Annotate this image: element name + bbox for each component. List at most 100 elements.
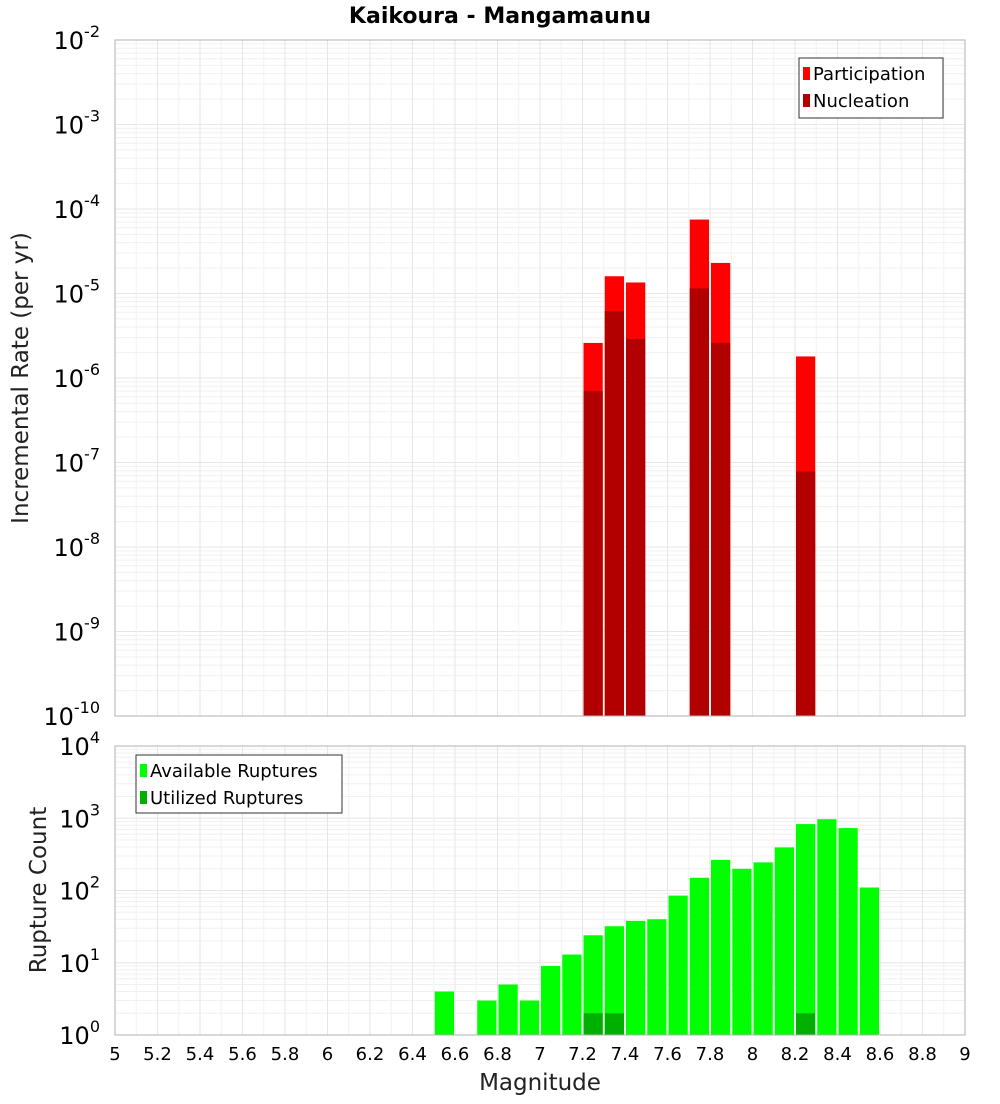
x-tick-label: 5.4 [186, 1044, 215, 1065]
count-bar-available-ruptures [604, 926, 624, 1035]
y-tick-base: 10 [43, 703, 74, 731]
y-tick-exponent: -7 [84, 445, 100, 464]
x-tick-label: 6 [322, 1044, 333, 1065]
rate-bar-nucleation [796, 471, 816, 716]
y-tick-exponent: 0 [90, 1017, 100, 1036]
y-tick-exponent: -9 [84, 614, 100, 633]
rate-bar-nucleation [626, 338, 646, 716]
legend-entry: Utilized Ruptures [150, 788, 303, 809]
x-tick-label: 8.8 [908, 1044, 937, 1065]
y-tick-label: 10-6 [54, 360, 101, 393]
y-tick-base: 10 [54, 281, 85, 309]
x-tick-label: 7.2 [568, 1044, 597, 1065]
count-bar-available-ruptures [689, 877, 709, 1035]
count-bar-available-ruptures [562, 954, 582, 1035]
legend-swatch [803, 67, 810, 80]
count-bar-utilized-ruptures [583, 1013, 603, 1035]
y-tick-exponent: -4 [84, 191, 100, 210]
y-tick-base: 10 [54, 27, 85, 55]
count-bar-available-ruptures [753, 862, 773, 1035]
y-tick-base: 10 [59, 950, 90, 978]
y-tick-base: 10 [59, 805, 90, 833]
plot-frame [114, 745, 966, 1036]
y-tick-label: 100 [59, 1017, 100, 1050]
legend-entry: Nucleation [813, 91, 909, 112]
x-tick-label: 8 [747, 1044, 758, 1065]
y-tick-exponent: -2 [84, 22, 100, 41]
y-tick-exponent: -6 [84, 360, 100, 379]
rate-bar-nucleation [604, 311, 624, 716]
x-tick-label: 9 [959, 1044, 970, 1065]
y-tick-label: 10-5 [54, 276, 101, 309]
y-tick-exponent: 4 [90, 728, 100, 747]
x-tick-label: 5.6 [228, 1044, 257, 1065]
y-tick-label: 104 [59, 728, 100, 761]
y-tick-base: 10 [54, 534, 85, 562]
legend-entry: Participation [813, 64, 925, 85]
count-bar-available-ruptures [732, 868, 752, 1035]
count-bar-available-ruptures [477, 1000, 497, 1035]
count-bar-available-ruptures [711, 859, 731, 1035]
y-tick-base: 10 [59, 878, 90, 906]
y-tick-base: 10 [59, 1022, 90, 1050]
x-tick-label: 6.8 [483, 1044, 512, 1065]
y-tick-exponent: 2 [90, 873, 100, 892]
count-bar-available-ruptures [838, 828, 858, 1035]
rate-bar-nucleation [689, 288, 709, 716]
x-tick-label: 6.6 [441, 1044, 470, 1065]
bottom-y-axis-label: Rupture Count [26, 807, 52, 973]
count-bar-available-ruptures [519, 1000, 539, 1035]
y-tick-label: 10-8 [54, 529, 101, 562]
y-tick-label: 10-3 [54, 107, 101, 140]
y-tick-label: 10-9 [54, 614, 101, 647]
legend-box [798, 57, 944, 119]
x-tick-label: 7.8 [696, 1044, 725, 1065]
count-bar-available-ruptures [668, 895, 688, 1035]
x-tick-label: 7 [534, 1044, 545, 1065]
y-tick-exponent: 1 [90, 945, 100, 964]
count-bar-available-ruptures [859, 887, 879, 1035]
y-tick-base: 10 [54, 619, 85, 647]
plot-frame [114, 39, 966, 717]
y-tick-label: 102 [59, 873, 100, 906]
x-tick-label: 8.4 [823, 1044, 852, 1065]
count-bar-utilized-ruptures [796, 1013, 816, 1035]
x-tick-label: 7.6 [653, 1044, 682, 1065]
legend-swatch [140, 764, 147, 777]
top-y-axis-label: Incremental Rate (per yr) [8, 232, 34, 524]
x-tick-label: 8.6 [866, 1044, 895, 1065]
x-tick-label: 5.8 [271, 1044, 300, 1065]
y-tick-exponent: -10 [74, 698, 100, 717]
y-tick-base: 10 [54, 365, 85, 393]
count-bar-available-ruptures [774, 847, 794, 1035]
count-bar-available-ruptures [626, 920, 646, 1035]
y-tick-label: 10-2 [54, 22, 101, 55]
legend-swatch [803, 94, 810, 107]
count-bar-available-ruptures [796, 824, 816, 1035]
x-axis-label: Magnitude [479, 1070, 601, 1096]
y-tick-label: 103 [59, 800, 100, 833]
x-tick-label: 6.4 [398, 1044, 427, 1065]
count-bar-available-ruptures [434, 991, 454, 1035]
rate-bar-nucleation [583, 391, 603, 716]
rate-bar-nucleation [711, 342, 731, 716]
legend-box [135, 754, 343, 814]
y-tick-label: 10-4 [54, 191, 101, 224]
count-bar-available-ruptures [647, 919, 667, 1035]
x-tick-label: 6.2 [356, 1044, 385, 1065]
y-tick-exponent: -8 [84, 529, 100, 548]
x-tick-label: 5.2 [143, 1044, 172, 1065]
legend-swatch [140, 791, 147, 804]
y-tick-exponent: -5 [84, 276, 100, 295]
legend-entry: Available Ruptures [150, 761, 318, 782]
panel-0: 10-1010-910-810-710-610-510-410-310-2Par… [43, 22, 966, 731]
y-tick-base: 10 [54, 112, 85, 140]
y-tick-label: 10-7 [54, 445, 101, 478]
count-bar-available-ruptures [583, 935, 603, 1035]
count-bar-available-ruptures [498, 984, 518, 1035]
y-tick-exponent: 3 [90, 800, 100, 819]
y-tick-base: 10 [54, 450, 85, 478]
x-tick-label: 7.4 [611, 1044, 640, 1065]
count-bar-available-ruptures [817, 819, 837, 1035]
